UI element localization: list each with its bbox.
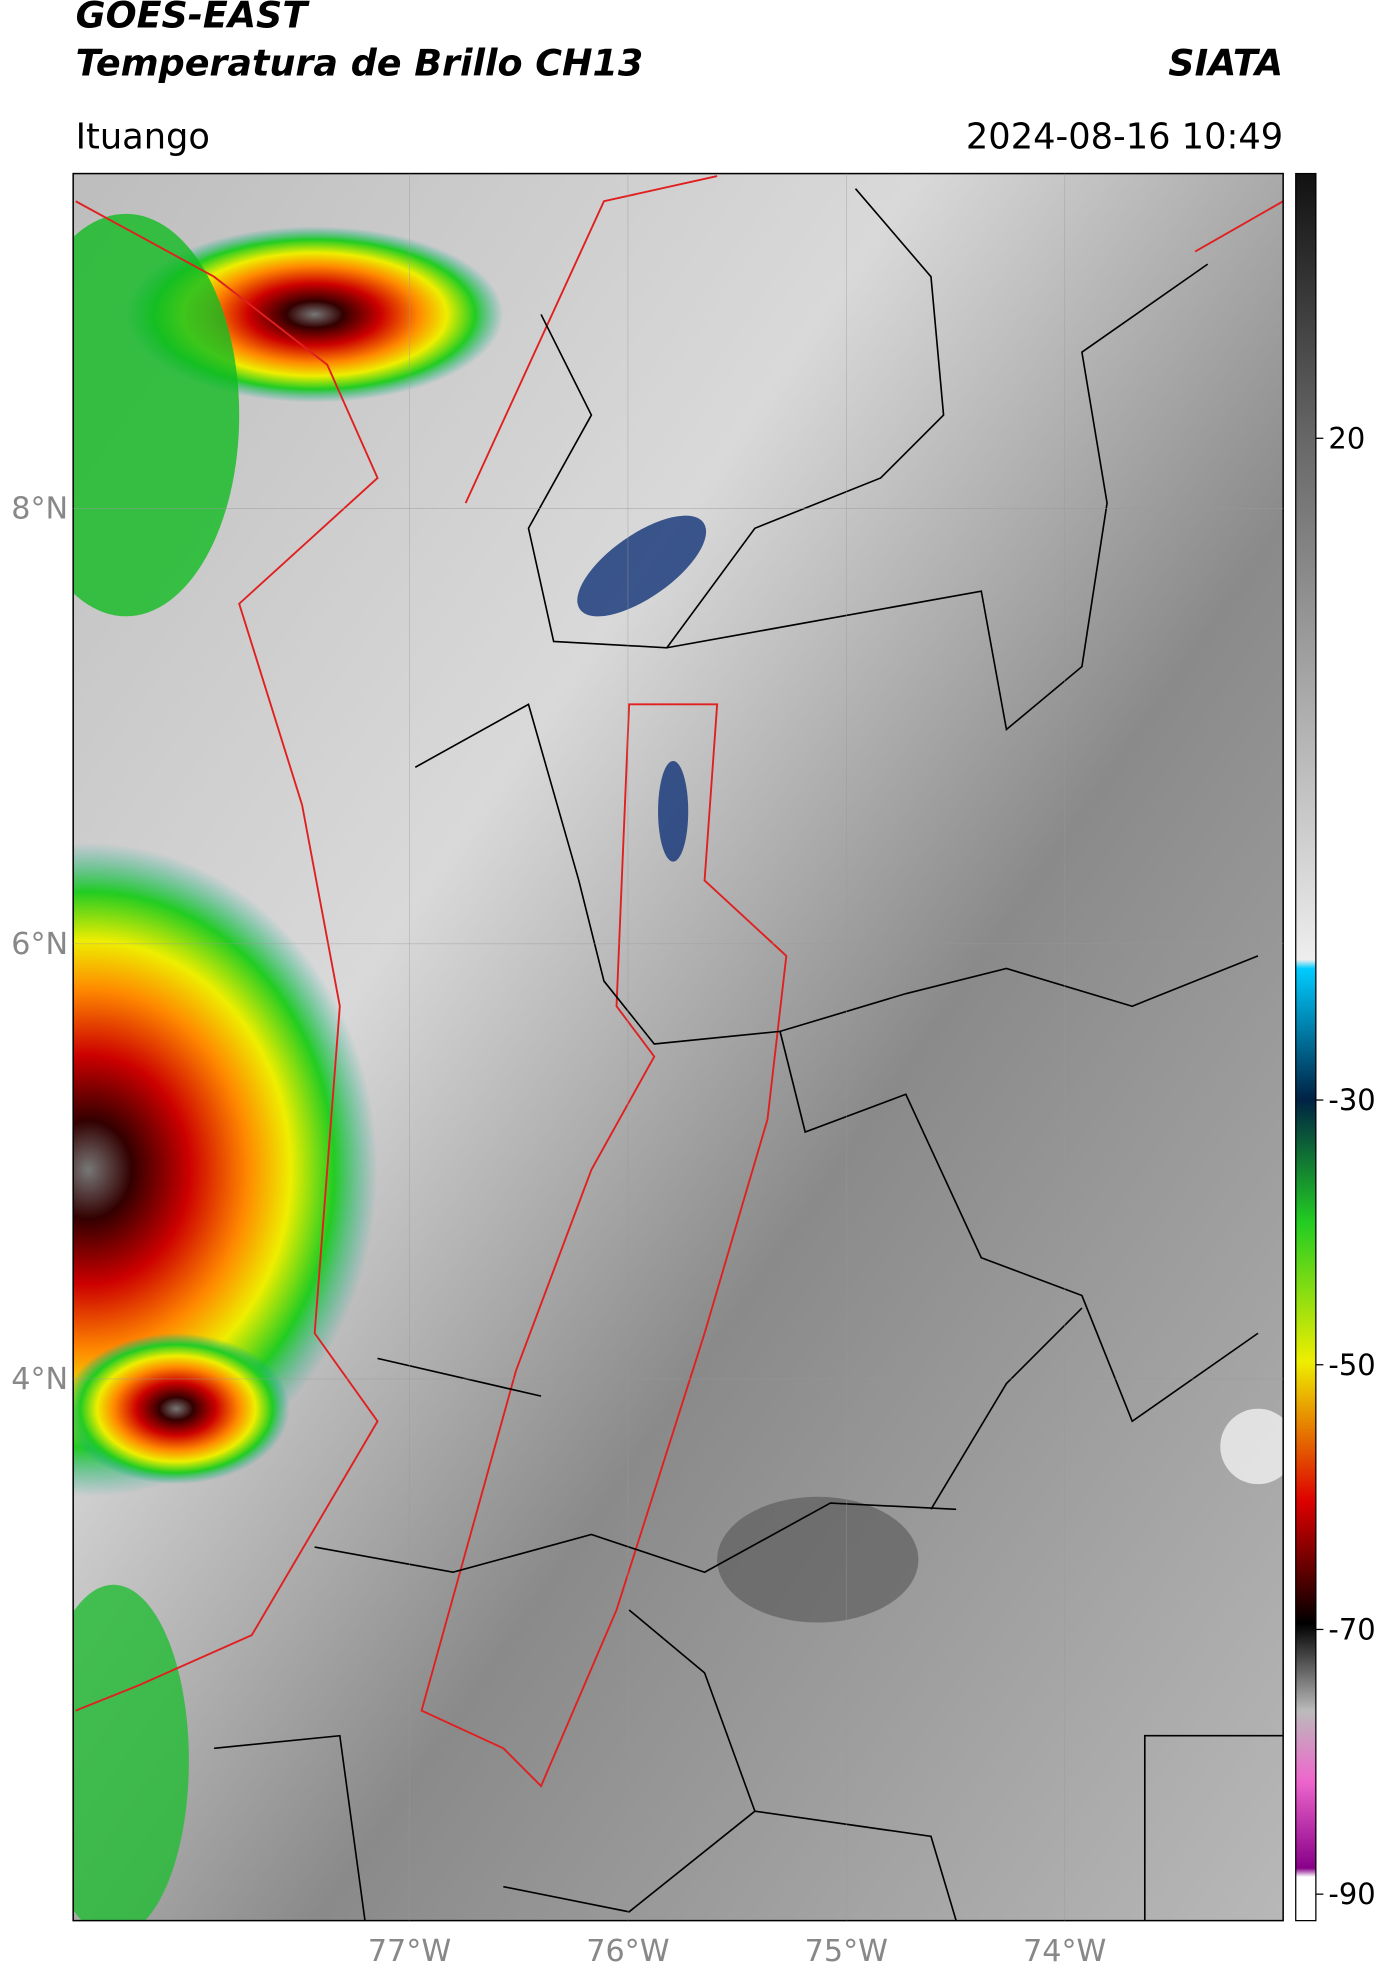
title: Temperatura de Brillo CH13 — [76, 41, 644, 84]
lat-label: 6°N — [11, 927, 68, 962]
colorbar — [1295, 172, 1317, 1922]
colorbar-label: -70 — [1328, 1613, 1375, 1647]
map-frame — [72, 172, 1284, 1922]
lat-label: 4°N — [11, 1362, 68, 1397]
lon-label: 75°W — [805, 1934, 888, 1969]
colorbar-label: -50 — [1328, 1348, 1375, 1382]
colorbar-label: -90 — [1328, 1877, 1375, 1911]
lon-label: 76°W — [586, 1934, 669, 1969]
satellite-image — [73, 173, 1284, 1921]
lon-label: 77°W — [368, 1934, 451, 1969]
colorbar-label: -30 — [1328, 1083, 1375, 1117]
lat-label: 8°N — [11, 492, 68, 527]
location: Ituango — [76, 116, 210, 157]
title: GOES-EAST — [76, 0, 311, 37]
datetime: 2024-08-16 10:49 — [966, 116, 1283, 157]
colorbar-label: 20 — [1328, 421, 1365, 455]
lon-label: 74°W — [1023, 1934, 1106, 1969]
source: SIATA — [1168, 41, 1283, 84]
